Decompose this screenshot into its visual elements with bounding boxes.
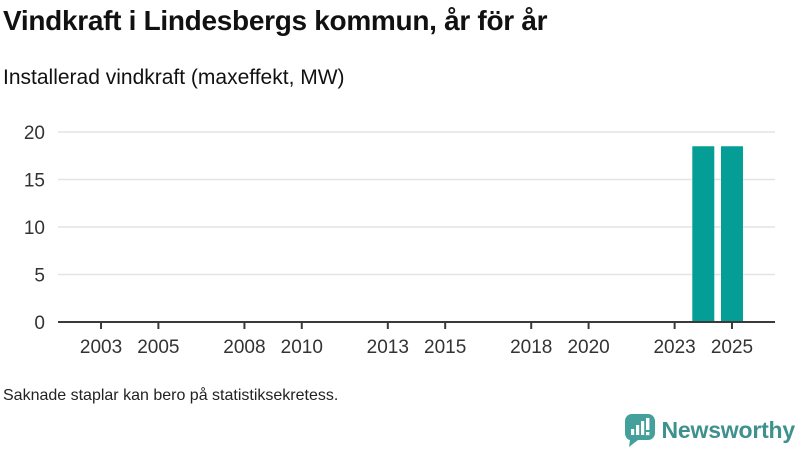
y-tick-label: 15 (24, 171, 45, 192)
x-tick-label: 2025 (711, 337, 753, 358)
newsworthy-logo: Newsworthy (624, 414, 796, 447)
bar-chart: 0 5 10 15 20 2003 2005 2008 2010 2013 2015 2018 2020… (24, 123, 775, 358)
bar (720, 146, 743, 322)
x-tick-label: 2003 (80, 337, 122, 358)
newsworthy-wordmark: Newsworthy (661, 417, 796, 443)
bar (692, 146, 715, 322)
y-tick-label: 0 (34, 313, 45, 334)
x-tick-label: 2020 (567, 337, 609, 358)
x-tick-label: 2010 (281, 337, 323, 358)
chart-title: Vindkraft i Lindesbergs kommun, år för å… (3, 5, 548, 36)
chart-subtitle: Installerad vindkraft (maxeffekt, MW) (3, 66, 345, 89)
y-tick-label: 5 (34, 266, 45, 287)
y-tick-label: 20 (24, 123, 45, 144)
chart-footnote: Saknade staplar kan bero på statistiksek… (3, 387, 339, 404)
x-tick-label: 2023 (653, 337, 695, 358)
x-tick-label: 2013 (367, 337, 409, 358)
y-tick-label: 10 (24, 218, 45, 239)
x-tick-label: 2005 (137, 337, 179, 358)
x-tick-label: 2018 (510, 337, 552, 358)
newsworthy-bar-chart-icon (624, 414, 655, 447)
x-tick-label: 2015 (424, 337, 466, 358)
x-tick-label: 2008 (223, 337, 265, 358)
